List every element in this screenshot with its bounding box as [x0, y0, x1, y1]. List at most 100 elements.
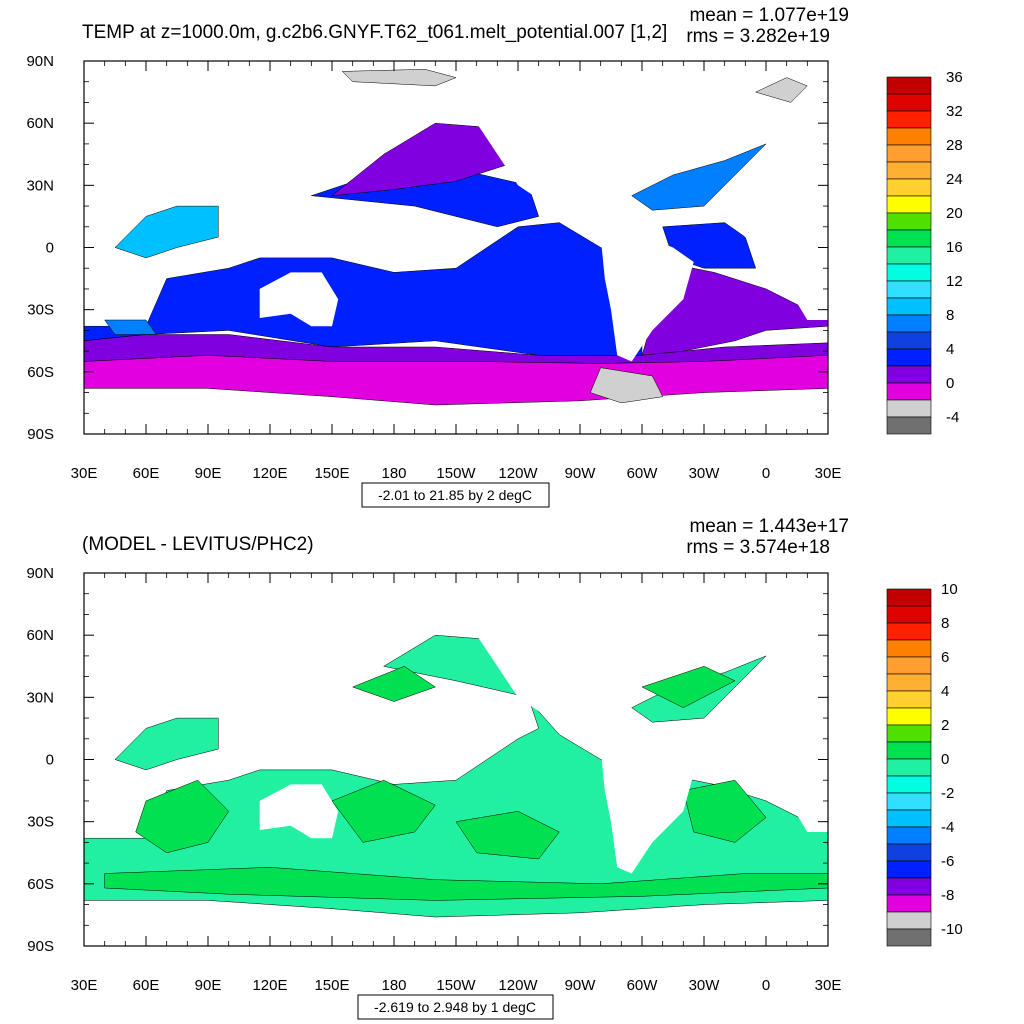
colorbar-label: 8: [941, 615, 949, 632]
land-mask: [600, 230, 694, 362]
colorbar-label: 0: [941, 751, 949, 768]
contour-info-box: [357, 994, 554, 1020]
colorbar-label: 0: [946, 375, 954, 392]
contour-region: [589, 367, 664, 404]
land-mask: [600, 742, 694, 874]
contour-info: -2.619 to 2.948 by 1 degC: [374, 999, 536, 1015]
x-tick-label: 120E: [252, 465, 287, 482]
land-mask: [414, 102, 642, 207]
colorbar-swatch: [886, 161, 932, 180]
colorbar-swatch: [886, 707, 932, 726]
x-tick-label: 30E: [71, 465, 98, 482]
x-tick-label: 180: [381, 977, 406, 994]
panel-difference: (MODEL - LEVITUS/PHC2) mean = 1.443e+17 …: [26, 516, 963, 1020]
land-mask: [414, 614, 642, 719]
colorbar-swatch: [886, 416, 932, 435]
y-tick-label: 0: [46, 240, 54, 257]
colorbar-swatch: [886, 229, 932, 248]
axis-ticks: [83, 60, 829, 435]
x-tick-label: 30E: [815, 465, 842, 482]
contour-region: [114, 717, 219, 771]
contour-region: [341, 69, 457, 87]
colorbar-swatch: [886, 93, 932, 112]
colorbar-swatch: [886, 263, 932, 282]
colorbar-swatch: [886, 280, 932, 299]
contour-region: [104, 319, 157, 335]
land-mask: [259, 784, 339, 839]
colorbar-swatch: [886, 622, 932, 641]
contour-region: [83, 222, 643, 356]
x-tick-label: 120W: [498, 977, 538, 994]
panel-temperature: TEMP at z=1000.0m, g.c2b6.GNYF.T62_t061.…: [26, 5, 963, 508]
x-axis-labels: 30E 60E 90E 120E 150E 180 150W 120W 90W 60W 30W 0 30…: [71, 465, 842, 482]
contour-region: [331, 779, 436, 843]
colorbar-swatch: [886, 331, 932, 350]
colorbar-swatch: [886, 826, 932, 845]
colorbar-label: 4: [946, 341, 954, 358]
colorbar-swatch: [886, 605, 932, 624]
y-tick-label: 30N: [26, 689, 54, 706]
colorbar-swatch: [886, 127, 932, 146]
colorbar-swatch: [886, 894, 932, 913]
y-tick-label: 60S: [27, 364, 54, 381]
x-tick-label: 30E: [815, 977, 842, 994]
colorbar-label: 12: [946, 273, 963, 290]
x-tick-label: 120E: [252, 977, 287, 994]
colorbar-swatch: [886, 656, 932, 675]
x-tick-label: 0: [762, 977, 770, 994]
x-tick-label: 60W: [627, 465, 659, 482]
colorbar-swatch: [886, 297, 932, 316]
y-tick-label: 60S: [27, 876, 54, 893]
contour-region: [351, 666, 436, 702]
stat-rms: rms = 3.574e+18: [686, 537, 830, 558]
axis-ticks: [83, 572, 829, 947]
colorbar-swatch: [886, 639, 932, 658]
x-axis-labels: 30E 60E 90E 120E 150E 180 150W 120W 90W 60W 30W 0 30…: [71, 977, 842, 994]
x-tick-label: 150E: [314, 977, 349, 994]
x-tick-label: 90W: [565, 977, 597, 994]
chart-title: (MODEL - LEVITUS/PHC2): [82, 534, 314, 555]
colorbar-swatch: [886, 382, 932, 401]
contour-region: [641, 666, 736, 708]
y-tick-label: 30N: [26, 177, 54, 194]
colorbar-label: 28: [946, 137, 963, 154]
colorbar-swatch: [886, 348, 932, 367]
x-tick-label: 60W: [627, 977, 659, 994]
y-axis-labels: 90N 60N 30N 0 30S 60S 90S: [26, 53, 54, 443]
colorbar-label: 8: [946, 307, 954, 324]
colorbar-swatch: [886, 690, 932, 709]
colorbar-swatch: [886, 178, 932, 197]
colorbar-label: 20: [946, 205, 963, 222]
land-mask: [84, 92, 394, 207]
y-tick-label: 90S: [27, 426, 54, 443]
colorbar-swatch: [886, 673, 932, 692]
colorbar-label: -6: [941, 853, 954, 870]
colorbar-label: 16: [946, 239, 963, 256]
map-area: [83, 573, 829, 946]
colorbar-swatch: [886, 195, 932, 214]
contour-region: [754, 77, 808, 103]
colorbar-swatch: [886, 741, 932, 760]
contour-region: [631, 143, 767, 211]
colorbar-label: 4: [941, 683, 949, 700]
map-area: [83, 61, 829, 434]
colorbar-swatch: [886, 792, 932, 811]
x-tick-label: 90E: [195, 977, 222, 994]
colorbar-swatch: [886, 76, 932, 95]
contour-info-box: [361, 482, 550, 508]
colorbar-label: 24: [946, 171, 963, 188]
colorbar-label: 10: [941, 581, 958, 598]
contour-region: [114, 205, 219, 259]
x-tick-label: 30E: [71, 977, 98, 994]
colorbar-swatch: [886, 775, 932, 794]
stat-mean: mean = 1.077e+19: [689, 5, 849, 26]
colorbar-swatch: [886, 110, 932, 129]
land-mask: [84, 604, 394, 719]
y-axis-labels: 90N 60N 30N 0 30S 60S 90S: [26, 565, 54, 955]
colorbar-swatch: [886, 724, 932, 743]
colorbar-swatch: [886, 314, 932, 333]
chart-title: TEMP at z=1000.0m, g.c2b6.GNYF.T62_t061.…: [82, 22, 667, 43]
colorbar-swatch: [886, 809, 932, 828]
colorbar-label: -4: [941, 819, 954, 836]
land-mask: [724, 181, 828, 320]
